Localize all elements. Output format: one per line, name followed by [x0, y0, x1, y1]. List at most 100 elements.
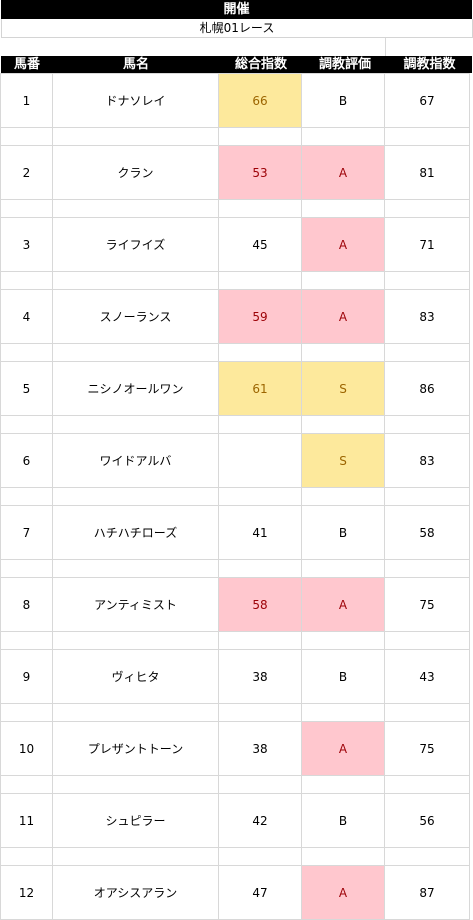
header-training-eval: 調教評価: [318, 57, 371, 72]
empty-cell: [384, 559, 470, 578]
spacer-row: [0, 127, 470, 146]
cell-training-eval: A: [301, 289, 385, 344]
cell-horse-name: プレザントトーン: [52, 721, 219, 776]
empty-cell: [52, 775, 219, 794]
cell-horse-number: 4: [0, 289, 53, 344]
empty-cell: [384, 343, 470, 362]
cell-horse-name: スノーランス: [52, 289, 219, 344]
empty-cell: [0, 415, 53, 434]
empty-cell: [0, 559, 53, 578]
cell-horse-number: 6: [0, 433, 53, 488]
cell-training-index: 43: [384, 649, 470, 704]
cell-horse-number: 2: [0, 145, 53, 200]
cell-horse-number: 8: [0, 577, 53, 632]
cell-horse-number: 3: [0, 217, 53, 272]
cell-horse-number: 1: [0, 73, 53, 128]
empty-cell: [384, 847, 470, 866]
cell-horse-number: 5: [0, 361, 53, 416]
spacer-row: [0, 631, 470, 650]
cell-training-index: 58: [384, 505, 470, 560]
empty-cell: [384, 271, 470, 290]
empty-cell: [301, 703, 385, 722]
cell-training-eval: S: [301, 433, 385, 488]
cell-horse-number: 12: [0, 865, 53, 920]
empty-cell: [0, 847, 53, 866]
empty-cell: [218, 847, 302, 866]
cell-total-index: 38: [218, 721, 302, 776]
cell-training-index: 75: [384, 721, 470, 776]
cell-horse-name: クラン: [52, 145, 219, 200]
empty-cell: [218, 415, 302, 434]
cell-horse-name: ワイドアルバ: [52, 433, 219, 488]
empty-cell: [301, 775, 385, 794]
empty-cell: [0, 199, 53, 218]
cell-training-eval: A: [301, 721, 385, 776]
cell-horse-number: 11: [0, 793, 53, 848]
cell-training-index: 56: [384, 793, 470, 848]
cell-training-index: 71: [384, 217, 470, 272]
table-row: 2 クラン 53 A 81: [0, 145, 470, 200]
empty-cell: [301, 343, 385, 362]
cell-total-index: 53: [218, 145, 302, 200]
cell-horse-name: ライフイズ: [52, 217, 219, 272]
table-row: 10 プレザントトーン 38 A 75: [0, 721, 470, 776]
cell-total-index: 42: [218, 793, 302, 848]
cell-training-eval: B: [301, 793, 385, 848]
table-row: 11 シュピラー 42 B 56: [0, 793, 470, 848]
cell-training-eval: B: [301, 649, 385, 704]
cell-training-index: 81: [384, 145, 470, 200]
table-row: 1 ドナソレイ 66 B 67: [0, 73, 470, 128]
empty-cell: [218, 775, 302, 794]
empty-cell: [218, 631, 302, 650]
cell-horse-name: ドナソレイ: [52, 73, 219, 128]
race-name: 札幌01レース: [1, 19, 473, 38]
empty-cell: [301, 127, 385, 146]
spacer-row: [0, 703, 470, 722]
empty-cell: [384, 199, 470, 218]
empty-cell: [384, 487, 470, 506]
spacer-row: [0, 271, 470, 290]
empty-cell: [301, 847, 385, 866]
header-name: 馬名: [122, 57, 149, 72]
empty-cell: [218, 559, 302, 578]
table-row: 4 スノーランス 59 A 83: [0, 289, 470, 344]
empty-cell: [301, 271, 385, 290]
cell-total-index: 45: [218, 217, 302, 272]
empty-cell: [384, 775, 470, 794]
empty-cell: [218, 703, 302, 722]
empty-cell: [0, 631, 53, 650]
cell-horse-name: ニシノオールワン: [52, 361, 219, 416]
table-header: 馬番 馬名 総合指数 調教評価 調教指数: [1, 56, 472, 73]
cell-training-eval: B: [301, 505, 385, 560]
empty-cell: [384, 703, 470, 722]
cell-training-eval: A: [301, 865, 385, 920]
empty-cell: [0, 775, 53, 794]
spacer-row: [0, 343, 470, 362]
cell-total-index: 41: [218, 505, 302, 560]
table-row: 7 ハチハチローズ 41 B 58: [0, 505, 470, 560]
empty-cell: [52, 415, 219, 434]
spacer-row: [0, 775, 470, 794]
empty-cell: [218, 271, 302, 290]
empty-cell: [52, 127, 219, 146]
spacer-row: [0, 199, 470, 218]
cell-total-index: 47: [218, 865, 302, 920]
spacer-row: [0, 847, 470, 866]
empty-cell: [301, 415, 385, 434]
empty-cell: [301, 559, 385, 578]
table-row: 8 アンティミスト 58 A 75: [0, 577, 470, 632]
header-training-index: 調教指数: [403, 57, 456, 72]
cell-total-index: 61: [218, 361, 302, 416]
empty-cell: [384, 415, 470, 434]
cell-horse-name: ハチハチローズ: [52, 505, 219, 560]
table-row: 12 オアシスアラン 47 A 87: [0, 865, 470, 920]
empty-cell: [52, 271, 219, 290]
cell-total-index: 66: [218, 73, 302, 128]
table-row: 3 ライフイズ 45 A 71: [0, 217, 470, 272]
empty-cell: [52, 703, 219, 722]
spacer-row: [0, 487, 470, 506]
cell-training-index: 83: [384, 433, 470, 488]
cell-horse-number: 9: [0, 649, 53, 704]
cell-horse-name: オアシスアラン: [52, 865, 219, 920]
